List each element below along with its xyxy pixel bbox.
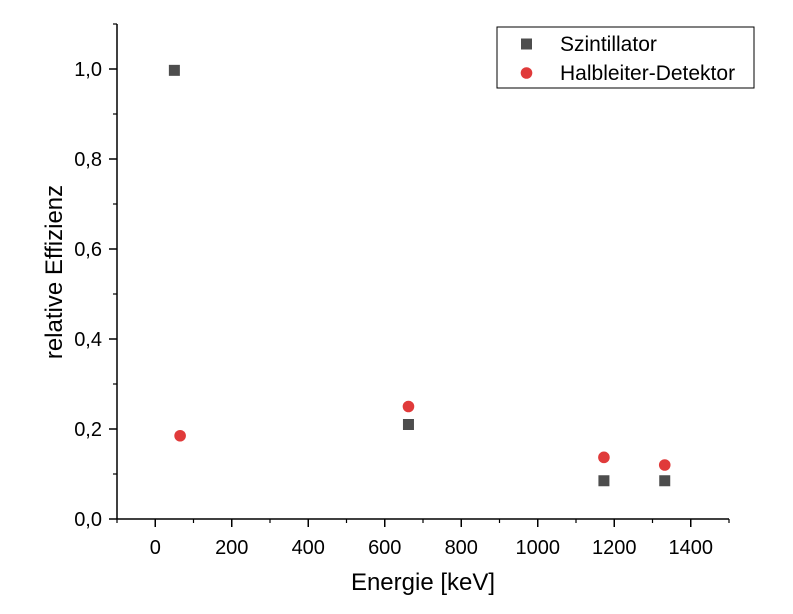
x-tick-label: 400 — [292, 537, 325, 559]
y-tick-label: 0,8 — [74, 149, 102, 171]
point-szintillator — [659, 475, 671, 487]
y-tick-label: 0,4 — [74, 329, 102, 351]
point-halbleiter-detektor — [402, 400, 415, 413]
point-halbleiter-detektor — [658, 459, 671, 471]
x-tick-label: 1400 — [669, 537, 714, 559]
x-axis-title: Energie [keV] — [351, 569, 495, 596]
legend-marker-szintillator — [521, 38, 532, 50]
y-tick-label: 0,6 — [74, 239, 102, 261]
point-szintillator — [402, 419, 414, 430]
axes — [116, 24, 729, 520]
x-tick-label: 600 — [368, 537, 401, 559]
data-marks — [168, 64, 671, 487]
legend-marker-halbleiter-detektor — [520, 67, 533, 79]
x-tick-label: 1200 — [592, 537, 637, 559]
y-tick-label: 0,2 — [74, 419, 102, 441]
legend-label: Halbleiter-Detektor — [560, 62, 735, 85]
y-tick-label: 1,0 — [74, 59, 102, 81]
point-szintillator — [168, 64, 180, 76]
x-tick-label: 0 — [150, 537, 161, 559]
point-halbleiter-detektor — [174, 429, 186, 442]
y-ticks: 0,0 0,2 0,4 0,6 0,8 1,0 — [74, 23, 117, 531]
legend-box — [496, 26, 755, 89]
legend-label: Szintillator — [560, 33, 657, 56]
point-szintillator — [598, 475, 610, 487]
x-tick-label: 800 — [445, 537, 478, 559]
legend: Szintillator Halbleiter-Detektor — [496, 26, 755, 89]
x-ticks: 0 200 400 600 800 1000 1200 1400 — [116, 519, 730, 559]
y-axis-title: relative Effizienz — [41, 185, 68, 359]
y-tick-label: 0,0 — [74, 509, 102, 531]
point-halbleiter-detektor — [598, 451, 610, 464]
x-tick-label: 200 — [215, 537, 248, 559]
x-tick-label: 1000 — [516, 537, 561, 559]
